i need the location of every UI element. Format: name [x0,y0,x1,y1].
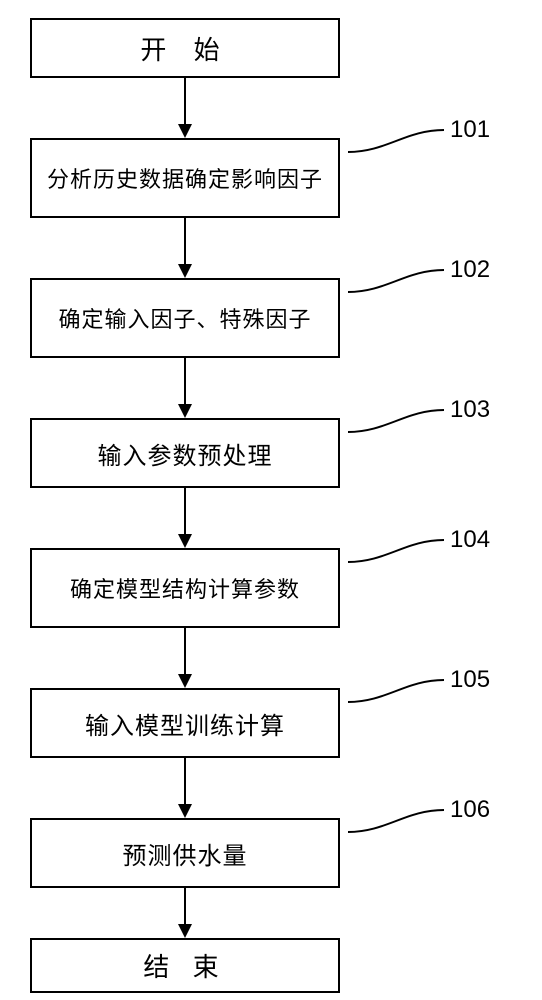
arrow-head-n105-n106 [178,804,192,818]
arrow-n105-n106 [184,758,186,806]
step-label-104: 104 [450,526,490,554]
step-label-105: 105 [450,666,490,694]
flowchart-node-n103: 输入参数预处理 [30,418,340,488]
step-label-103: 103 [450,396,490,424]
callout-106 [343,800,459,852]
flowchart-node-n106: 预测供水量 [30,818,340,888]
step-label-106: 106 [450,796,490,824]
callout-104 [343,530,459,582]
flowchart-node-n102: 确定输入因子、特殊因子 [30,278,340,358]
arrow-n102-n103 [184,358,186,406]
callout-102 [343,260,459,312]
arrow-head-start-n101 [178,124,192,138]
flowchart-node-start: 开 始 [30,18,340,78]
arrow-head-n103-n104 [178,534,192,548]
step-label-101: 101 [450,116,490,144]
arrow-head-n102-n103 [178,404,192,418]
step-label-102: 102 [450,256,490,284]
callout-103 [343,400,459,452]
flowchart-node-end: 结 束 [30,938,340,993]
arrow-head-n104-n105 [178,674,192,688]
flowchart-node-n105: 输入模型训练计算 [30,688,340,758]
flowchart-node-n104: 确定模型结构计算参数 [30,548,340,628]
callout-105 [343,670,459,722]
arrow-n104-n105 [184,628,186,676]
flowchart-canvas: 开 始分析历史数据确定影响因子 101 确定输入因子、特殊因子 102 输入参数预处理 1… [0,0,542,1000]
arrow-head-n106-end [178,924,192,938]
callout-101 [343,120,459,172]
arrow-start-n101 [184,78,186,126]
arrow-n101-n102 [184,218,186,266]
arrow-n106-end [184,888,186,926]
arrow-head-n101-n102 [178,264,192,278]
arrow-n103-n104 [184,488,186,536]
flowchart-node-n101: 分析历史数据确定影响因子 [30,138,340,218]
